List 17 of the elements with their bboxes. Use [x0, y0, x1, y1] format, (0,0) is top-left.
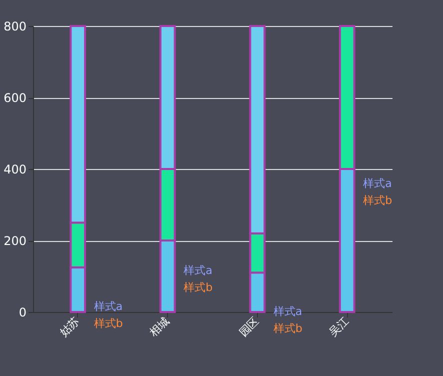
annotation: 样式a — [363, 177, 392, 190]
y-tick-label: 800 — [4, 20, 26, 34]
x-tick-label: 吴江 — [326, 314, 352, 340]
annotation: 样式a — [94, 300, 123, 313]
x-tick-label: 园区 — [236, 314, 262, 340]
y-tick-label: 600 — [4, 91, 26, 105]
text: 样式b — [94, 317, 123, 330]
annotation: 样式a — [184, 264, 212, 277]
text: 样式b — [273, 322, 302, 335]
y-tick-label: 200 — [4, 234, 26, 248]
x-tick-label: 相城 — [147, 314, 172, 340]
annotation: 样式b — [184, 281, 213, 294]
annotation: 样式a — [273, 305, 302, 318]
y-tick-label: 0 — [18, 306, 26, 320]
annotation: 样式b — [363, 194, 392, 207]
y-tick-label: 400 — [4, 162, 26, 176]
x-tick-label: 姑苏 — [57, 314, 82, 340]
